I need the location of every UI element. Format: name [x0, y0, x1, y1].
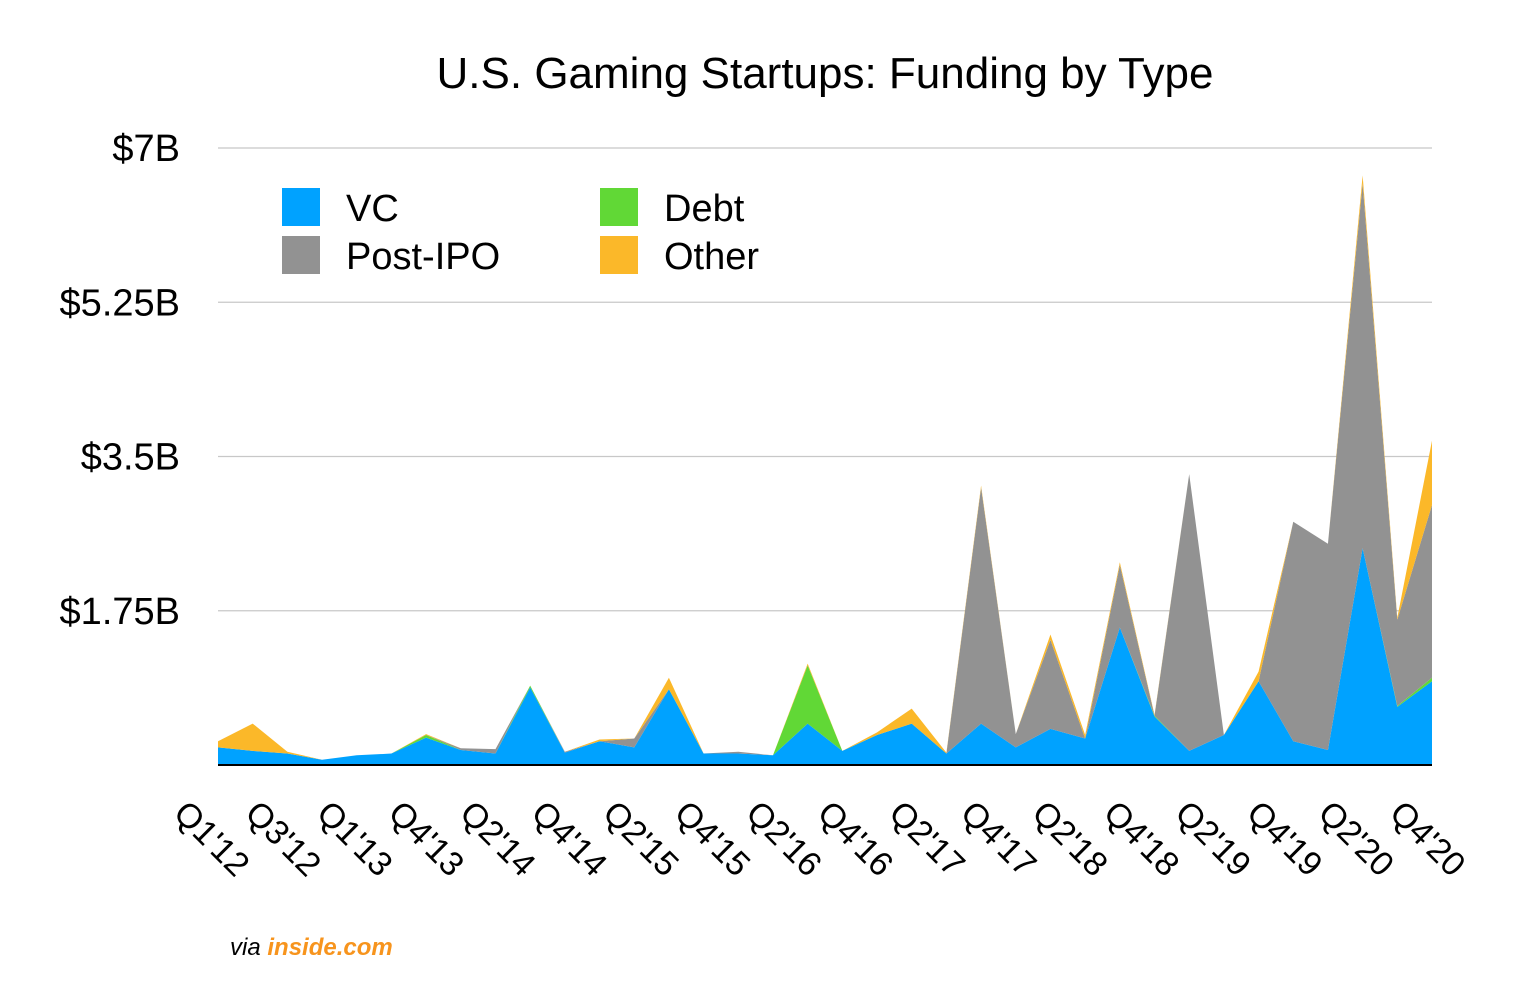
x-tick-label: Q1'13: [309, 794, 399, 884]
x-tick-label: Q4'15: [667, 794, 757, 884]
x-tick-label: Q4'19: [1239, 794, 1329, 884]
series-area-debt: [218, 548, 1432, 760]
x-tick-label: Q2'17: [882, 794, 972, 884]
credit-via: via: [230, 934, 261, 961]
legend-label-debt: Debt: [664, 188, 745, 230]
source-credit: via inside.com: [230, 934, 393, 962]
y-tick-label: $1.75B: [60, 591, 180, 633]
legend-swatch-vc: [282, 188, 320, 226]
y-tick-label: $3.5B: [81, 437, 180, 479]
x-tick-label: Q2'18: [1025, 794, 1115, 884]
stacked-areas: [218, 175, 1432, 765]
y-tick-label: $5.25B: [60, 282, 180, 324]
x-tick-label: Q2'16: [739, 794, 829, 884]
x-axis-ticks: Q1'12Q3'12Q1'13Q4'13Q2'14Q4'14Q2'15Q4'15…: [166, 794, 1472, 884]
series-area-post-ipo: [218, 183, 1432, 760]
legend-label-post-ipo: Post-IPO: [346, 236, 500, 278]
x-tick-label: Q4'17: [953, 794, 1043, 884]
legend-swatch-post-ipo: [282, 236, 320, 274]
legend-label-vc: VC: [346, 188, 399, 230]
series-area-vc: [218, 548, 1432, 765]
x-tick-label: Q4'14: [524, 794, 614, 884]
legend: VC Post-IPO Debt Other: [282, 188, 759, 278]
y-tick-label: $7B: [112, 128, 180, 170]
x-tick-label: Q3'12: [238, 794, 328, 884]
x-tick-label: Q2'20: [1311, 794, 1401, 884]
x-tick-label: Q2'14: [452, 794, 542, 884]
x-tick-label: Q1'12: [166, 794, 256, 884]
x-tick-label: Q4'13: [381, 794, 471, 884]
chart-title: U.S. Gaming Startups: Funding by Type: [437, 49, 1214, 98]
y-axis-ticks: $1.75B $3.5B $5.25B $7B: [60, 128, 180, 633]
x-tick-label: Q4'18: [1096, 794, 1186, 884]
x-tick-label: Q2'19: [1168, 794, 1258, 884]
gridlines: [218, 147, 1432, 612]
x-tick-label: Q2'15: [596, 794, 686, 884]
legend-swatch-other: [600, 236, 638, 274]
x-tick-label: Q4'16: [810, 794, 900, 884]
legend-swatch-debt: [600, 188, 638, 226]
credit-brand: inside.com: [267, 934, 393, 961]
legend-label-other: Other: [664, 236, 759, 278]
x-tick-label: Q4'20: [1382, 794, 1472, 884]
